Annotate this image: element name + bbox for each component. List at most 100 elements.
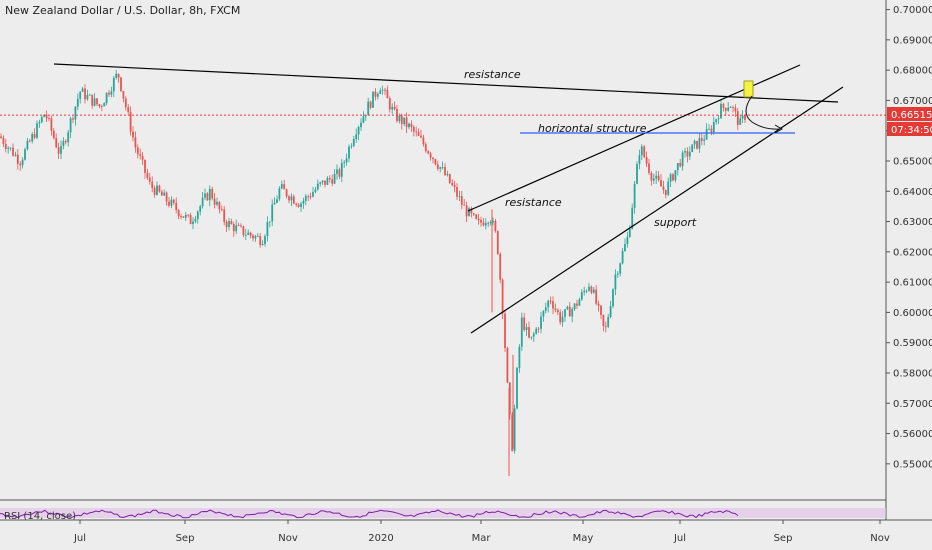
- candle-body: [364, 115, 367, 117]
- candle-body: [2, 138, 5, 144]
- candle-body: [585, 290, 588, 292]
- candle-body: [247, 232, 250, 235]
- price-tick-label: 0.62000: [893, 247, 932, 258]
- candle-body: [540, 316, 542, 329]
- candle-body: [420, 135, 422, 138]
- annotation-support: support: [654, 216, 697, 229]
- candle-body: [650, 172, 653, 181]
- candle-body: [727, 107, 730, 111]
- candle-body: [708, 128, 710, 130]
- candle-body: [357, 127, 360, 135]
- candle-body: [230, 221, 233, 225]
- candle-body: [676, 163, 679, 171]
- candle-body: [744, 115, 746, 120]
- candle-body: [223, 209, 226, 222]
- candle-body: [314, 189, 317, 193]
- candle-body: [465, 205, 468, 217]
- candle-body: [151, 181, 154, 188]
- candle-body: [657, 175, 660, 181]
- candle-body: [213, 198, 216, 205]
- candle-body: [52, 130, 55, 138]
- candle-body: [698, 138, 701, 149]
- candle-body: [302, 200, 305, 204]
- candle-body: [720, 103, 722, 119]
- candle-body: [254, 236, 257, 239]
- drawing-overlays: [0, 63, 886, 334]
- candle-body: [681, 152, 684, 167]
- candle-body: [7, 147, 10, 149]
- candle-body: [338, 169, 341, 177]
- candle-body: [532, 333, 535, 337]
- candle-body: [271, 204, 274, 222]
- annotation-resistance-top: resistance: [464, 68, 521, 81]
- candle-body: [669, 174, 672, 182]
- candle-body: [304, 196, 307, 201]
- candle-body: [408, 123, 410, 128]
- candle-body: [528, 327, 530, 338]
- price-axis-panel[interactable]: [886, 0, 932, 550]
- candle-body: [381, 89, 384, 91]
- candles-group: [0, 69, 746, 476]
- candle-body: [74, 106, 77, 120]
- candle-body: [463, 204, 466, 206]
- candle-body: [626, 236, 629, 245]
- candle-body: [208, 188, 211, 201]
- candle-body: [19, 163, 22, 166]
- candle-body: [691, 144, 694, 152]
- time-tick-label: Sep: [176, 533, 195, 544]
- candle-body: [446, 174, 449, 176]
- time-tick-label: Nov: [870, 533, 890, 544]
- candle-body: [259, 236, 262, 246]
- resistance-trendline-top[interactable]: [53, 63, 839, 103]
- candle-body: [100, 106, 103, 107]
- candle-body: [283, 184, 286, 190]
- candle-body: [525, 327, 528, 330]
- candle-body: [492, 221, 494, 223]
- candle-body: [14, 154, 17, 156]
- candle-body: [348, 146, 350, 159]
- time-axis-ticks[interactable]: Jul Sep Nov 2020 Mar May Jul Sep Nov: [73, 520, 890, 544]
- candle-body: [43, 114, 46, 117]
- candle-body: [724, 107, 727, 111]
- price-tick-label: 0.64000: [893, 187, 932, 198]
- candle-body: [405, 117, 408, 128]
- candle-body: [614, 274, 617, 290]
- candle-body: [369, 101, 372, 108]
- time-tick-label: 2020: [368, 533, 393, 544]
- candle-body: [55, 137, 58, 148]
- candle-body: [619, 263, 622, 274]
- candle-body: [717, 118, 720, 120]
- candle-body: [624, 244, 626, 252]
- candle-body: [376, 93, 379, 97]
- candle-body: [542, 310, 545, 317]
- candle-body: [228, 221, 230, 228]
- candle-body: [511, 414, 514, 451]
- candle-body: [237, 225, 240, 227]
- highlight-box[interactable]: [743, 80, 754, 98]
- candle-body: [403, 117, 406, 125]
- candle-body: [566, 306, 569, 310]
- candle-body: [439, 167, 442, 169]
- candle-body: [132, 131, 134, 138]
- candle-body: [232, 224, 235, 232]
- price-tick-label: 0.70000: [893, 5, 932, 16]
- countdown-value: 07:34:50: [891, 125, 932, 136]
- candle-body: [556, 309, 559, 313]
- candle-body: [288, 196, 290, 201]
- candle-body: [242, 226, 245, 236]
- candle-body: [319, 182, 322, 184]
- candle-body: [415, 131, 418, 133]
- candle-body: [703, 139, 706, 141]
- candle-body: [422, 137, 425, 145]
- candle-body: [199, 206, 202, 212]
- candle-body: [576, 303, 578, 306]
- candle-body: [300, 203, 302, 208]
- candle-body: [93, 98, 96, 106]
- candle-body: [739, 118, 742, 125]
- candle-body: [103, 103, 106, 107]
- time-tick-label: Mar: [472, 533, 492, 544]
- candle-body: [249, 232, 252, 236]
- annotation-horizontal-structure: horizontal structure: [538, 122, 647, 135]
- candle-body: [636, 163, 638, 184]
- candle-body: [16, 154, 19, 164]
